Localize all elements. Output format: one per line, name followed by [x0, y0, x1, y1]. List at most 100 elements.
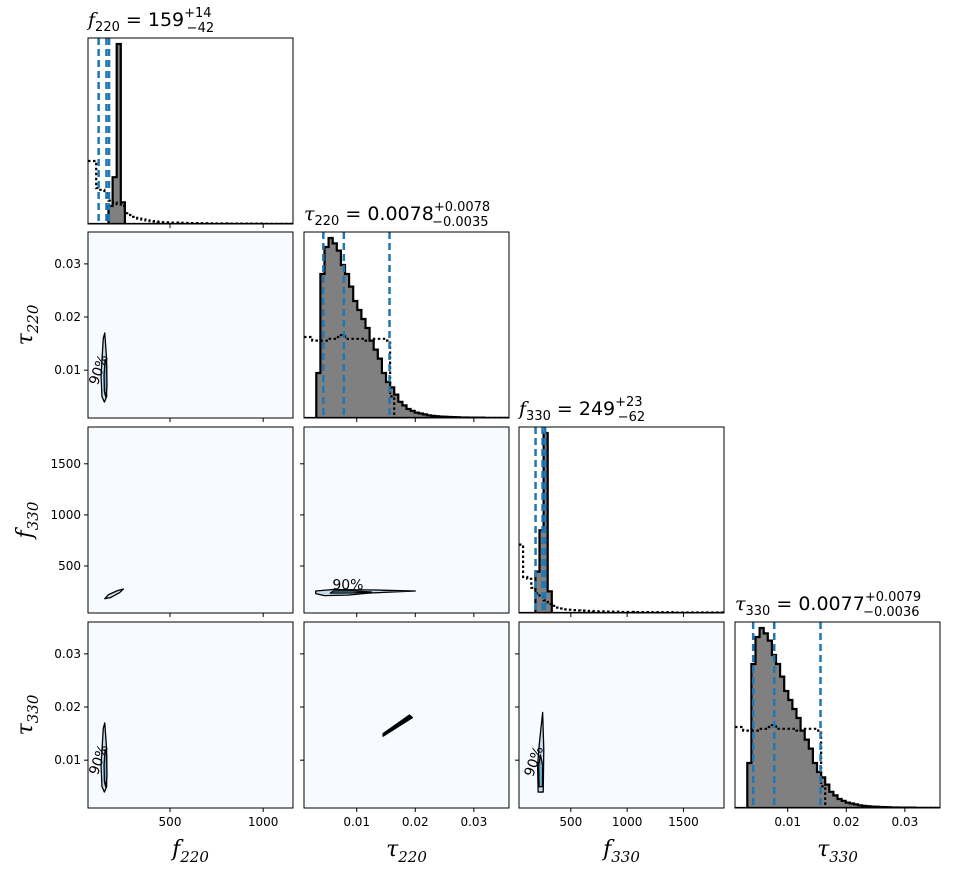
- panel-frame: [87, 37, 294, 225]
- y-tick-label: 1500: [50, 457, 81, 471]
- x-axis-label: τ220: [386, 837, 427, 866]
- contour-50pct: [538, 754, 544, 788]
- x-axis-label: f220: [170, 837, 209, 866]
- contour-label: 90%: [332, 577, 363, 593]
- y-axis-label-subscript: 220: [24, 304, 42, 334]
- title-subscript: 330: [746, 604, 771, 619]
- panel-title: τ220 = 0.0078+0.0078 −0.0035: [304, 200, 490, 230]
- x-axis-label-symbol: τ: [386, 837, 399, 862]
- x-tick-label: 0.02: [833, 815, 860, 829]
- y-tick-label: 0.01: [54, 363, 81, 377]
- panel-frame: [303, 621, 510, 809]
- title-median: = 159: [120, 9, 184, 31]
- histogram-area: [519, 427, 724, 613]
- x-tick-label: 1000: [612, 815, 643, 829]
- y-tick-label: 0.02: [54, 310, 81, 324]
- y-tick-label: 0.01: [54, 753, 81, 767]
- x-tick-label: 0.03: [891, 815, 918, 829]
- y-axis-label-subscript: 330: [24, 694, 42, 723]
- density-background: [88, 427, 293, 613]
- x-tick-label: 0.03: [460, 815, 487, 829]
- x-tick-label: 0.01: [343, 815, 370, 829]
- histogram-area: [735, 622, 940, 808]
- title-minus: −62: [618, 410, 645, 425]
- title-subscript: 330: [526, 409, 551, 424]
- prior-histogram: [304, 334, 509, 418]
- panel-3-2: 90%500 1000 1500: [515, 621, 725, 829]
- title-plus: +0.0079: [865, 590, 921, 605]
- panel-title: f220 = 159+14 −42: [86, 6, 214, 36]
- y-tick-label: 0.03: [54, 647, 81, 661]
- x-axis-label-subscript: 330: [829, 848, 858, 866]
- contour-50pct: [103, 748, 108, 788]
- panel-frame: [518, 621, 725, 809]
- x-tick-label: 0.02: [402, 815, 429, 829]
- title-plus: +23: [615, 395, 642, 410]
- title-symbol: f: [517, 398, 529, 420]
- density-background: [88, 232, 293, 418]
- contour-50pct: [103, 358, 108, 398]
- x-axis-label: τ330: [817, 837, 858, 866]
- x-axis-label-subscript: 220: [179, 848, 209, 866]
- prior-histogram: [735, 724, 940, 808]
- title-median: = 0.0078: [339, 203, 433, 225]
- density-background: [88, 622, 293, 808]
- title-symbol: τ: [735, 593, 746, 615]
- title-minus: −0.0035: [432, 215, 488, 230]
- panel-2-2: f330 = 249+23 −62: [517, 395, 725, 617]
- title-median: = 0.0077: [770, 593, 864, 615]
- panel-frame: [303, 426, 510, 614]
- y-axis-label-symbol: τ: [13, 722, 38, 735]
- panel-1-1: τ220 = 0.0078+0.0078 −0.0035: [303, 200, 510, 422]
- title-minus: −0.0036: [863, 605, 919, 620]
- panel-1-0: 90%0.010.020.03: [54, 231, 294, 422]
- title-subscript: 220: [95, 20, 120, 35]
- posterior-histogram: [519, 431, 724, 613]
- panel-2-1: 90%: [300, 426, 510, 617]
- x-axis-label-subscript: 220: [397, 848, 427, 866]
- y-tick-label: 0.03: [54, 257, 81, 271]
- x-tick-label: 1000: [248, 815, 279, 829]
- posterior-histogram: [735, 626, 940, 808]
- title-subscript: 220: [315, 214, 340, 229]
- y-tick-label: 1000: [50, 508, 81, 522]
- panel-title: f330 = 249+23 −62: [517, 395, 645, 425]
- panel-0-0: f220 = 159+14 −42: [86, 6, 294, 228]
- x-axis-label-subscript: 330: [611, 848, 640, 866]
- panel-3-1: 0.01 0.02 0.03: [300, 621, 510, 829]
- panel-frame: [518, 426, 725, 614]
- x-axis-label-symbol: τ: [817, 837, 830, 862]
- y-tick-label: 500: [58, 559, 81, 573]
- x-tick-label: 500: [559, 815, 582, 829]
- y-axis-label-symbol: τ: [13, 332, 38, 345]
- panel-3-3: τ330 = 0.0077+0.0079 −0.0036 0.01 0.02 0.03: [734, 590, 941, 829]
- contour-90pct: [104, 588, 125, 600]
- y-axis-label: τ220: [13, 304, 42, 345]
- y-axis-label-subscript: 330: [24, 501, 42, 530]
- title-median: = 249: [551, 398, 615, 420]
- y-axis-label: τ330: [13, 694, 42, 735]
- posterior-histogram: [304, 236, 509, 418]
- density-background: [304, 622, 509, 808]
- panel-frame: [734, 621, 941, 809]
- title-symbol: τ: [304, 203, 315, 225]
- histogram-area: [88, 38, 293, 224]
- posterior-histogram: [88, 42, 293, 224]
- histogram-area: [304, 232, 509, 418]
- x-axis-label: f330: [601, 837, 640, 866]
- contour-50pct: [329, 590, 373, 594]
- panel-title: τ330 = 0.0077+0.0079 −0.0036: [735, 590, 921, 620]
- panel-frame: [87, 231, 294, 419]
- density-background: [519, 622, 724, 808]
- x-tick-label: 0.01: [774, 815, 801, 829]
- panel-frame: [303, 231, 510, 419]
- panel-frame: [87, 426, 294, 614]
- prior-histogram: [519, 543, 724, 613]
- prior-histogram: [88, 159, 293, 224]
- y-tick-label: 0.02: [54, 700, 81, 714]
- x-tick-label: 500: [159, 815, 182, 829]
- title-plus: +14: [184, 6, 211, 21]
- title-symbol: f: [86, 9, 98, 31]
